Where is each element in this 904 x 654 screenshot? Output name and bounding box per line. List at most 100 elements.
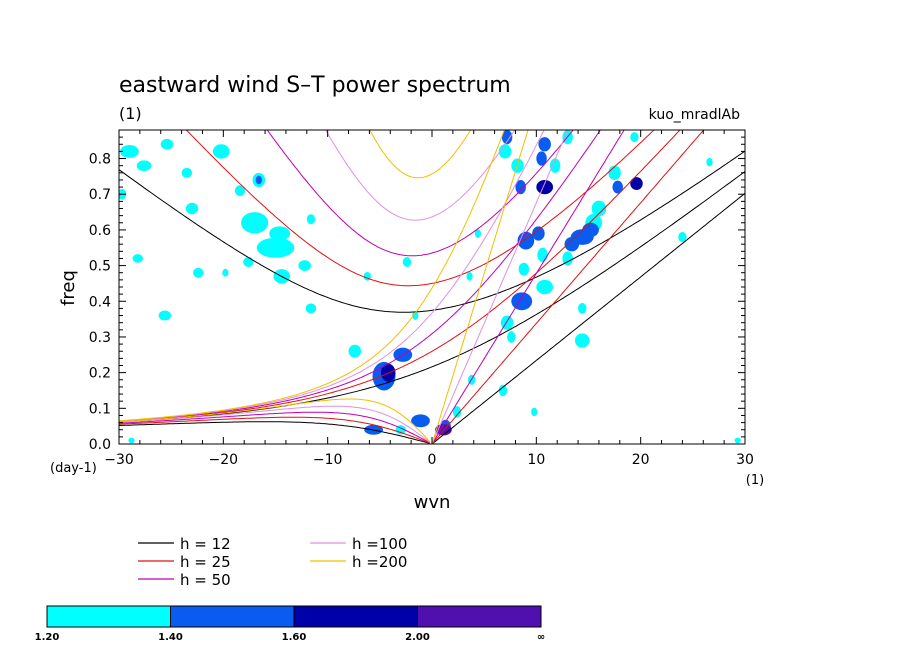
x-tick-label: 20: [632, 452, 650, 468]
dispersion-curve-ig: [185, 130, 655, 287]
power-blob: [536, 151, 547, 166]
dispersion-curve-kelvin: [431, 130, 625, 444]
power-blob: [222, 268, 229, 277]
dispersion-curve-ig: [119, 150, 745, 313]
chart-title: eastward wind S–T power spectrum: [119, 73, 511, 98]
dispersion-curves: [119, 130, 745, 444]
y-tick-label: 0.6: [89, 223, 111, 239]
chart-subtitle-right: kuo_mradlAb: [649, 107, 740, 123]
axes: −30 −20 −10 0 10 20 30 0.0 0.1 0.2 0.3 0.4 0.5 0.6 0.7…: [89, 130, 754, 468]
dispersion-curve-rossby: [119, 405, 431, 443]
colorbar-box: [46, 605, 171, 628]
colorbar-box: [293, 605, 418, 628]
power-blob: [498, 144, 512, 159]
power-blob: [734, 437, 741, 444]
power-blob: [306, 214, 316, 225]
power-blob: [160, 138, 174, 150]
colorbar-label: 1.20: [35, 632, 60, 643]
power-blob: [411, 414, 430, 428]
power-blob: [136, 160, 152, 172]
y-tick-label: 0.7: [89, 187, 111, 203]
power-blob: [536, 279, 554, 295]
y-tick-label: 0.0: [89, 437, 111, 453]
colorbar-label: ∞: [537, 632, 545, 643]
power-blob: [452, 406, 462, 418]
power-blob: [193, 267, 204, 278]
colorbar-box: [417, 605, 542, 628]
power-blob: [608, 165, 621, 180]
power-blob: [474, 229, 482, 238]
power-blob: [574, 333, 590, 348]
power-blob: [120, 144, 139, 158]
y-tick-label: 0.1: [89, 401, 111, 417]
power-blob: [562, 251, 573, 266]
power-blob: [582, 222, 599, 238]
power-blob: [298, 260, 311, 271]
power-blob: [531, 407, 538, 417]
dispersion-curve-rossby: [119, 411, 431, 444]
power-blob: [630, 177, 643, 190]
power-blob: [158, 310, 172, 321]
power-blob: [678, 232, 687, 243]
power-blob: [515, 179, 526, 195]
power-blob: [591, 200, 607, 217]
power-blob: [212, 144, 230, 159]
dispersion-curve-kelvin: [431, 130, 569, 444]
dispersion-curve-rossby: [119, 416, 431, 444]
power-blob: [498, 384, 508, 397]
power-blob: [128, 437, 135, 444]
x-tick-label: −20: [209, 452, 239, 468]
x-tick-label: 0: [428, 452, 437, 468]
dispersion-curve-ig: [369, 130, 472, 179]
dispersion-curve-mrg: [119, 130, 545, 422]
colorbar: 1.20 1.40 1.60 2.00 ∞: [35, 605, 545, 643]
dispersion-curve-ig: [266, 130, 574, 257]
x-tick-label: −30: [104, 452, 134, 468]
power-blob: [185, 202, 199, 215]
power-blob: [348, 344, 362, 358]
colorbar-box: [170, 605, 295, 628]
y-tick-label: 0.5: [89, 259, 111, 275]
dispersion-curve-mrg: [119, 171, 745, 423]
power-blob: [564, 237, 580, 252]
dispersion-curve-kelvin: [431, 192, 745, 444]
x-axis-unit: (1): [746, 473, 764, 488]
power-blob: [234, 185, 246, 197]
power-blob: [241, 212, 269, 234]
colorbar-label: 1.40: [158, 632, 183, 643]
x-tick-label: 10: [527, 452, 545, 468]
power-blob: [578, 303, 587, 314]
power-blob: [466, 272, 473, 281]
power-blob: [380, 363, 396, 382]
x-tick-label: −10: [313, 452, 343, 468]
legend-label: h = 12: [180, 535, 231, 553]
dispersion-curve-rossby: [119, 421, 431, 444]
colorbar-label: 1.60: [282, 632, 307, 643]
colorbar-label: 2.00: [405, 632, 430, 643]
chart-subtitle-left: (1): [119, 104, 142, 123]
power-blob: [549, 158, 561, 173]
power-blob: [507, 331, 516, 343]
y-axis-label: freq: [58, 270, 79, 306]
power-blob: [269, 226, 291, 241]
power-blob: [706, 157, 713, 167]
dispersion-curve-kelvin: [431, 130, 705, 444]
dispersion-curve-mrg: [119, 130, 505, 422]
legend-label: h = 50: [180, 571, 231, 589]
power-shading: [119, 130, 741, 444]
x-tick-label: 30: [736, 452, 754, 468]
dispersion-curve-rossby: [119, 398, 431, 443]
y-tick-label: 0.8: [89, 152, 111, 168]
power-blob: [181, 167, 193, 178]
legend-label: h = 25: [180, 553, 231, 571]
power-blob: [243, 257, 254, 268]
power-blob: [412, 311, 419, 320]
power-blob: [532, 226, 545, 241]
legend-label: h =200: [352, 553, 407, 571]
power-blob: [255, 175, 262, 185]
power-blob: [612, 180, 623, 194]
power-blob: [538, 137, 551, 152]
power-blob: [305, 303, 317, 314]
